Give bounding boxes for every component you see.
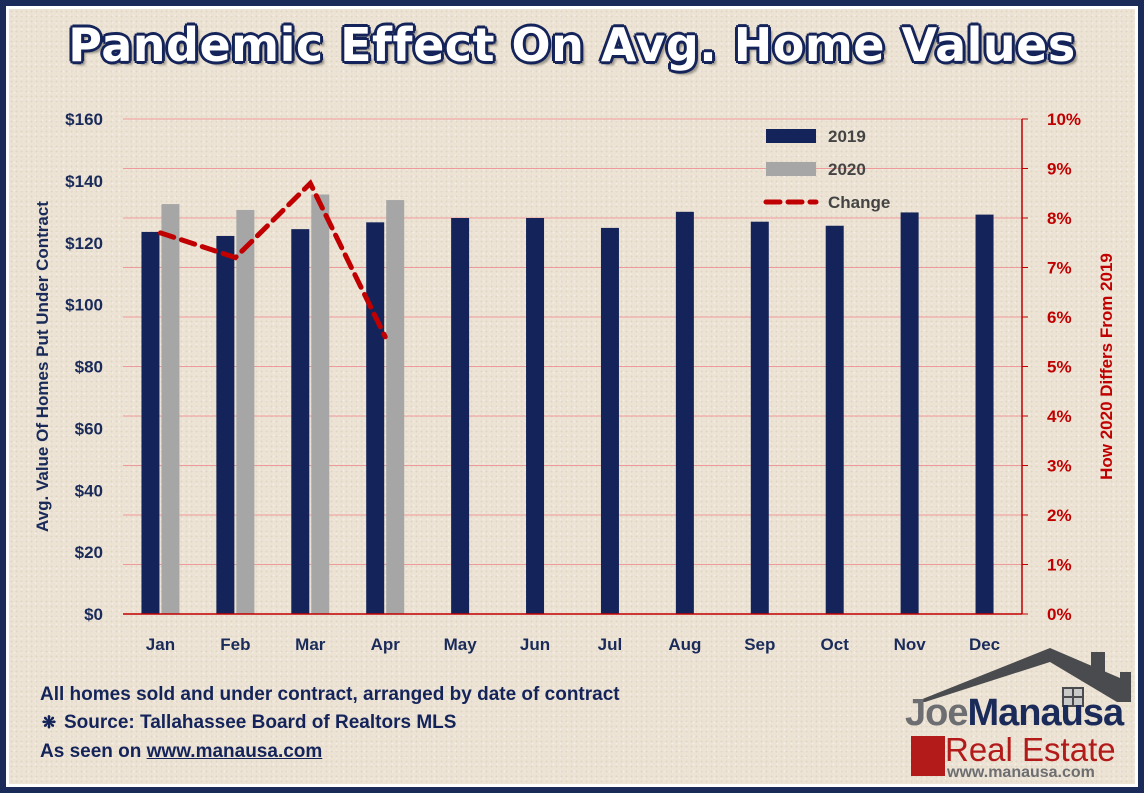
legend-swatch-2019 [766,129,816,143]
y-left-tick-label: $160 [65,110,103,129]
x-tick-label-jul: Jul [598,635,623,654]
y-left-tick-label: $20 [75,543,103,562]
y-right-tick-label: 10% [1047,110,1081,129]
x-tick-label-nov: Nov [894,635,927,654]
y-right-tick-label: 0% [1047,605,1072,624]
seen-on-text: As seen on [40,741,147,762]
x-tick-label-jan: Jan [146,635,175,654]
bar-2019-jul [600,227,619,614]
y-left-tick-label: $120 [65,234,103,253]
y-left-tick-label: $80 [75,358,103,377]
house-roof-icon [911,648,1131,776]
website-link[interactable]: www.manausa.com [146,741,323,762]
y-left-tick-label: $0 [84,605,103,624]
bar-2020-jan [161,204,180,614]
y-right-tick-label: 3% [1047,457,1072,476]
bar-2019-feb [216,235,235,614]
brand-logo: JoeManausa Real Estate www.manausa.com [895,640,1135,781]
bar-2019-sep [750,221,769,614]
chart-title: Pandemic Effect On Avg. Home Values [68,18,1076,72]
legend-label-change: Change [828,193,890,212]
bar-2019-nov [900,212,919,614]
bar-2019-oct [825,225,844,614]
bar-2020-apr [386,200,405,614]
bar-2019-aug [675,211,694,614]
bar-2019-mar [291,229,310,614]
bar-2020-mar [311,194,330,615]
logo-joe: Joe [905,692,968,734]
footnote-contract: All homes sold and under contract, arran… [40,684,620,705]
footnote-source: ❋ Source: Tallahassee Board of Realtors M… [40,712,457,734]
bar-2020-feb [236,209,255,615]
x-tick-label-feb: Feb [220,635,250,654]
logo-wordmark: JoeManausa [905,692,1124,735]
change-line [157,179,388,340]
y-right-tick-label: 4% [1047,407,1072,426]
bar-2019-may [451,218,470,614]
logo-real-estate: Real Estate [945,731,1116,768]
logo-manausa: Manausa [967,692,1124,734]
bar-2019-jan [141,231,160,614]
x-tick-label-may: May [444,635,478,654]
y-left-axis-title: Avg. Value Of Homes Put Under Contract [33,201,52,532]
y-right-tick-label: 6% [1047,308,1072,327]
bar-2019-apr [366,222,385,615]
legend-label-2019: 2019 [828,127,866,146]
y-right-tick-label: 1% [1047,556,1072,575]
y-left-tick-label: $40 [75,481,103,500]
source-spiral-icon: ❋ [41,713,57,732]
y-right-tick-label: 9% [1047,160,1072,179]
bar-2019-jun [526,218,545,614]
logo-url: www.manausa.com [947,764,1095,781]
legend-label-2020: 2020 [828,160,866,179]
chart-frame [6,6,1138,787]
y-left-tick-label: $60 [75,419,103,438]
y-right-tick-label: 8% [1047,209,1072,228]
y-right-tick-label: 7% [1047,259,1072,278]
x-tick-label-mar: Mar [295,635,326,654]
y-right-tick-label: 5% [1047,358,1072,377]
footnote-seen-on: As seen on www.manausa.com [40,741,322,763]
bar-2019-dec [975,214,994,615]
source-text: Source: Tallahassee Board of Realtors ML… [64,712,457,733]
x-tick-label-oct: Oct [821,635,850,654]
x-tick-label-jun: Jun [520,635,550,654]
y-right-axis-title: How 2020 Differs From 2019 [1097,253,1116,480]
x-tick-label-aug: Aug [668,635,701,654]
y-left-tick-label: $100 [65,296,103,315]
y-left-tick-label: $140 [65,172,103,191]
x-tick-label-sep: Sep [744,635,775,654]
x-tick-label-dec: Dec [969,635,1000,654]
x-tick-label-apr: Apr [371,635,401,654]
y-right-tick-label: 2% [1047,506,1072,525]
legend-swatch-2020 [766,162,816,176]
chart-plot: $0 $20 $40 $60 $80 $100 $120 $140 $160 0% 1% 2% 3% 4%… [33,110,1116,654]
